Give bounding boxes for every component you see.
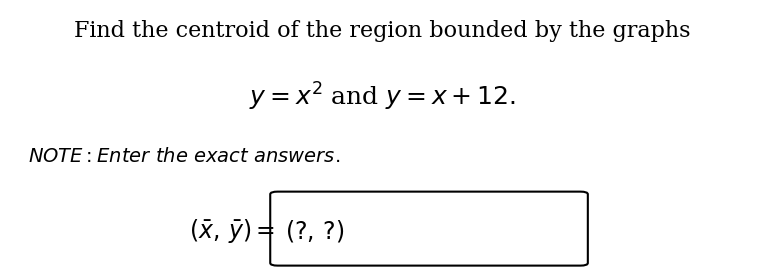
Text: $\it{NOTE: Enter\ the\ exact\ answers.}$: $\it{NOTE: Enter\ the\ exact\ answers.}$ [28, 147, 340, 166]
FancyBboxPatch shape [270, 192, 588, 266]
Text: Find the centroid of the region bounded by the graphs: Find the centroid of the region bounded … [74, 20, 691, 42]
Text: $y = x^2$ and $y = x + 12.$: $y = x^2$ and $y = x + 12.$ [249, 81, 516, 113]
Text: $(?,\, ?)$: $(?,\, ?)$ [285, 218, 344, 244]
Text: $(\bar{x},\, \bar{y}) = $: $(\bar{x},\, \bar{y}) = $ [189, 217, 275, 245]
